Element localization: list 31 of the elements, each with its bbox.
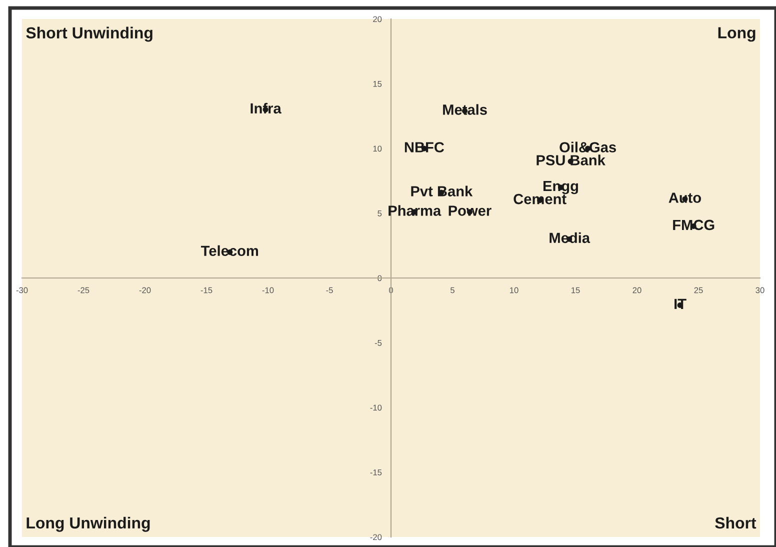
x-tick-label: 5 [450, 287, 454, 294]
x-tick-label: 30 [756, 287, 764, 294]
series-label: Telecom [200, 245, 258, 256]
y-tick-label: -15 [370, 470, 382, 476]
x-tick-label: -15 [200, 287, 212, 294]
y-tick-label: -20 [370, 534, 382, 540]
x-tick-label: 25 [694, 287, 703, 294]
y-tick-label: 10 [373, 146, 382, 152]
x-tick-label: -5 [326, 287, 333, 294]
series-label: Cement [514, 194, 566, 204]
x-tick-label: 20 [632, 287, 642, 294]
series-label: Oil&Gas [560, 142, 616, 152]
y-tick-label: 15 [373, 81, 382, 87]
annotation: Short [715, 516, 756, 529]
y-tick-label: 20 [373, 16, 382, 22]
x-tick-label: -25 [78, 287, 90, 294]
x-tick-label: 10 [510, 287, 518, 294]
series-label: NBFC [404, 142, 444, 152]
annotation: Long Unwinding [26, 516, 150, 532]
annotation: Long [718, 27, 756, 42]
x-tick-label: -20 [139, 287, 151, 294]
y-tick-label: -10 [370, 404, 382, 411]
x-tick-label: -30 [16, 287, 28, 294]
x-tick-label: 15 [572, 287, 580, 294]
y-tick-label: 5 [378, 210, 382, 216]
series-label: Pharma [388, 205, 442, 216]
series-label: FMCG [673, 220, 714, 230]
annotation: Short Unwinding [26, 26, 152, 42]
series-label: Metals [443, 104, 487, 115]
x-tick-label: -10 [262, 287, 274, 294]
y-tick-label: -5 [374, 340, 382, 346]
